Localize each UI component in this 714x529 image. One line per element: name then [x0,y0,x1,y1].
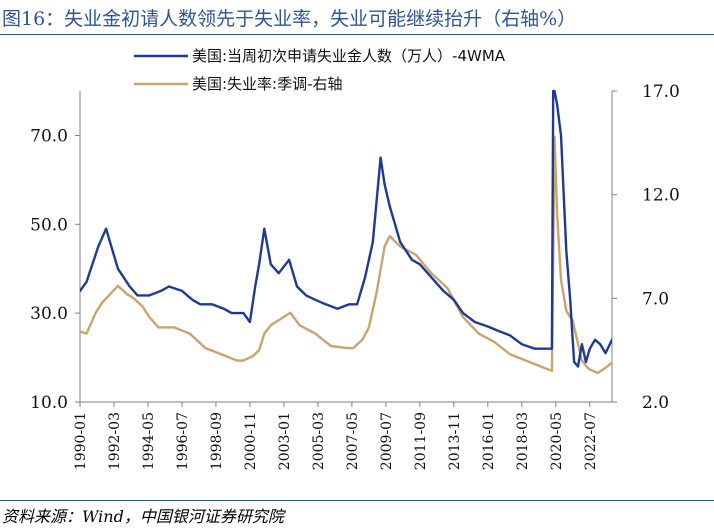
x-tick-label: 2011-09 [413,412,429,470]
x-tick-label: 2000-11 [243,412,259,470]
plot-frame [79,91,613,403]
x-tick-label: 1998-09 [209,412,225,470]
left-tick-label: 50.0 [30,215,68,235]
x-tick-label: 2005-03 [311,412,327,470]
right-tick-label: 17.0 [642,82,680,102]
x-tick-label: 1990-01 [73,412,89,470]
left-axis-ticks: 10.0 30.0 50.0 70.0 [30,126,80,413]
right-tick-label: 2.0 [642,393,669,413]
source-note: 资料来源：Wind，中国银河证券研究院 [2,507,284,526]
x-tick-label: 2016-01 [481,412,497,470]
x-tick-label: 1992-03 [107,412,123,470]
legend-label-unemployment: 美国:失业率:季调-右轴 [192,75,343,93]
x-axis-ticks: 1990-01 1992-03 1994-05 1996-07 1998-09 2000-… [73,402,599,470]
source-divider [0,500,714,501]
left-tick-label: 70.0 [30,126,68,146]
x-tick-label: 1994-05 [141,412,157,470]
x-tick-label: 2009-07 [379,412,395,470]
chart-title: 图16：失业金初请人数领先于失业率，失业可能继续抬升（右轴%） [2,8,577,30]
title-divider [0,34,714,35]
x-tick-label: 1996-07 [175,412,191,470]
left-tick-label: 30.0 [30,304,68,324]
x-tick-label: 2022-07 [583,412,599,470]
x-tick-label: 2020-05 [549,412,565,470]
x-tick-label: 2018-03 [515,412,531,470]
x-tick-label: 2007-05 [345,412,361,470]
chart-svg: 10.030.050.070.0 2.07.012.017.0 1990-01 1… [30,47,680,470]
right-tick-label: 7.0 [642,289,669,309]
x-tick-label: 2003-01 [277,412,293,470]
initial-claims-line [80,89,612,368]
legend: 美国:当周初次申请失业金人数（万人）-4WMA 美国:失业率:季调-右轴 [134,47,506,93]
right-tick-label: 12.0 [642,186,680,206]
left-tick-label: 10.0 [30,393,68,413]
series-layer [80,89,612,375]
x-tick-label: 2013-11 [447,412,463,470]
right-axis-ticks: 2.0 7.0 12.0 17.0 [612,82,680,413]
legend-label-claims: 美国:当周初次申请失业金人数（万人）-4WMA [192,47,506,65]
unemployment-rate-line [80,135,612,375]
